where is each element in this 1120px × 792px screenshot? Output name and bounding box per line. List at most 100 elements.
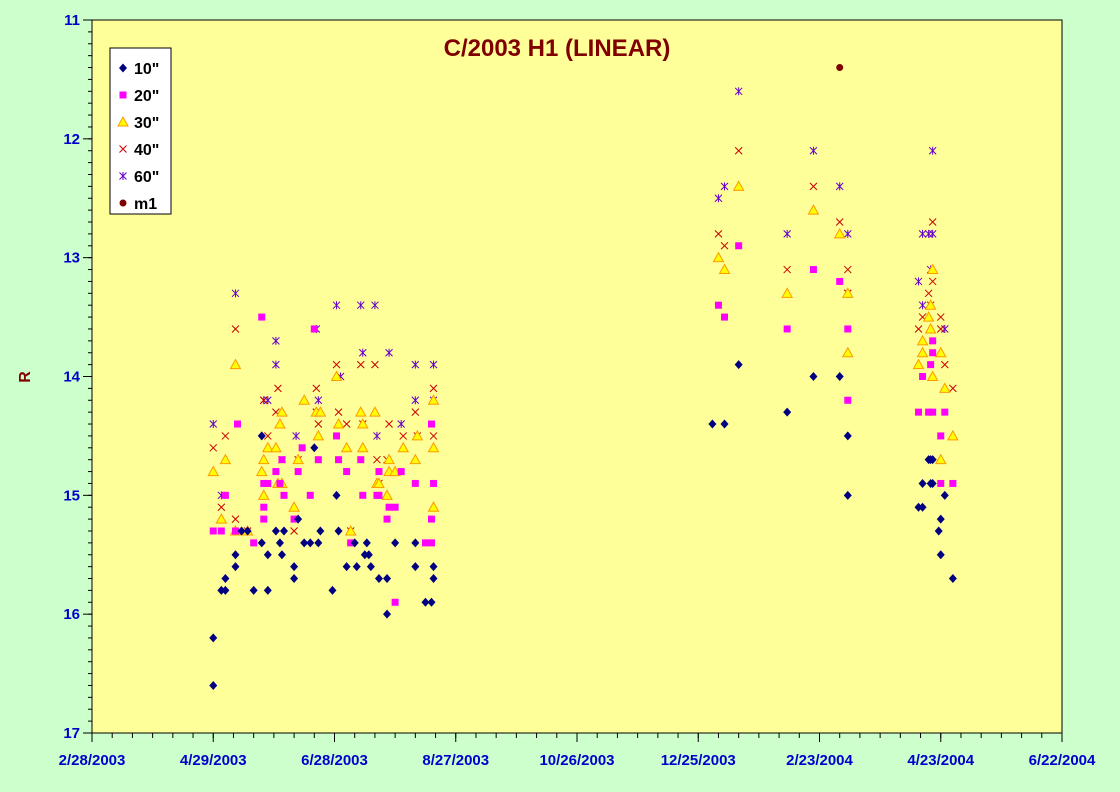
data-point bbox=[934, 526, 943, 536]
data-point bbox=[411, 429, 424, 441]
data-point bbox=[314, 420, 323, 428]
data-point bbox=[841, 346, 854, 358]
data-point bbox=[844, 325, 852, 333]
data-point bbox=[279, 526, 288, 536]
data-point bbox=[385, 503, 393, 511]
data-point bbox=[366, 562, 375, 572]
data-point bbox=[940, 490, 949, 500]
data-point bbox=[926, 370, 939, 381]
data-point bbox=[316, 526, 325, 536]
data-point bbox=[714, 230, 723, 238]
data-point bbox=[272, 468, 280, 476]
x-tick-label: 2/28/2003 bbox=[59, 752, 126, 769]
data-point bbox=[257, 453, 270, 465]
data-point bbox=[928, 455, 937, 465]
data-point bbox=[389, 465, 401, 477]
data-point bbox=[369, 406, 381, 417]
data-point bbox=[927, 361, 935, 369]
data-point bbox=[732, 180, 745, 191]
data-point bbox=[342, 420, 351, 428]
data-markers bbox=[207, 64, 959, 690]
axis-ticks bbox=[83, 19, 1063, 742]
legend-label: 40" bbox=[134, 142, 159, 159]
legend-marker bbox=[119, 199, 127, 207]
data-point bbox=[383, 574, 392, 584]
data-point bbox=[411, 360, 420, 369]
data-point bbox=[835, 372, 844, 381]
data-point bbox=[918, 301, 927, 310]
data-point bbox=[263, 432, 272, 440]
data-point bbox=[381, 489, 393, 500]
x-tick-label: 6/28/2003 bbox=[301, 752, 368, 769]
data-point bbox=[215, 513, 228, 524]
data-point bbox=[314, 456, 322, 464]
data-point bbox=[708, 419, 717, 429]
data-point bbox=[354, 406, 367, 417]
data-point bbox=[835, 218, 844, 226]
data-point bbox=[924, 299, 937, 310]
data-point bbox=[373, 477, 385, 488]
data-point bbox=[209, 680, 218, 690]
data-point bbox=[397, 441, 410, 453]
data-point bbox=[720, 419, 729, 429]
legend-marker bbox=[119, 91, 127, 99]
data-point bbox=[276, 479, 284, 487]
data-point bbox=[274, 384, 282, 393]
data-point bbox=[929, 349, 937, 357]
y-tick-label: 16 bbox=[63, 606, 80, 623]
data-point bbox=[347, 539, 355, 547]
data-point bbox=[278, 456, 286, 464]
data-point bbox=[843, 265, 852, 274]
data-point bbox=[272, 336, 280, 345]
data-point bbox=[344, 524, 357, 536]
data-point bbox=[335, 456, 343, 464]
x-tick-label: 8/27/2003 bbox=[422, 752, 489, 769]
data-point bbox=[429, 562, 438, 572]
legend-marker bbox=[117, 115, 129, 127]
y-axis-label: R bbox=[17, 371, 34, 383]
data-point bbox=[306, 538, 315, 548]
data-point bbox=[300, 538, 309, 548]
data-point bbox=[272, 360, 280, 369]
data-point bbox=[807, 204, 820, 215]
data-point bbox=[718, 263, 731, 275]
data-point bbox=[373, 431, 381, 440]
data-point bbox=[919, 373, 927, 380]
data-point bbox=[358, 348, 367, 357]
data-point bbox=[936, 325, 945, 333]
data-point bbox=[783, 265, 792, 274]
data-point bbox=[383, 453, 395, 465]
data-point bbox=[936, 550, 945, 560]
data-point bbox=[270, 441, 282, 453]
data-point bbox=[916, 334, 929, 346]
data-point bbox=[428, 515, 435, 523]
data-point bbox=[343, 468, 351, 476]
data-point bbox=[264, 479, 272, 487]
data-point bbox=[714, 301, 722, 309]
data-point bbox=[734, 360, 743, 370]
data-point bbox=[221, 432, 230, 440]
data-point bbox=[356, 360, 365, 369]
data-point bbox=[783, 407, 792, 417]
data-point bbox=[938, 382, 951, 393]
data-point bbox=[290, 574, 299, 584]
data-point bbox=[334, 526, 343, 536]
data-point bbox=[844, 396, 852, 404]
data-point bbox=[397, 468, 405, 476]
data-point bbox=[836, 64, 844, 72]
data-point bbox=[940, 360, 949, 369]
data-point bbox=[373, 455, 381, 464]
y-tick-label: 12 bbox=[63, 131, 80, 148]
plot-area bbox=[91, 19, 1063, 734]
x-tick-label: 4/29/2003 bbox=[180, 752, 247, 769]
data-point bbox=[231, 562, 240, 572]
data-point bbox=[340, 441, 353, 453]
data-point bbox=[294, 514, 303, 524]
data-point bbox=[918, 478, 927, 488]
data-point bbox=[916, 346, 929, 358]
data-point bbox=[949, 479, 957, 487]
data-point bbox=[735, 242, 743, 250]
y-tick-label: 14 bbox=[63, 369, 80, 386]
data-point bbox=[947, 429, 959, 441]
data-point bbox=[352, 562, 361, 572]
